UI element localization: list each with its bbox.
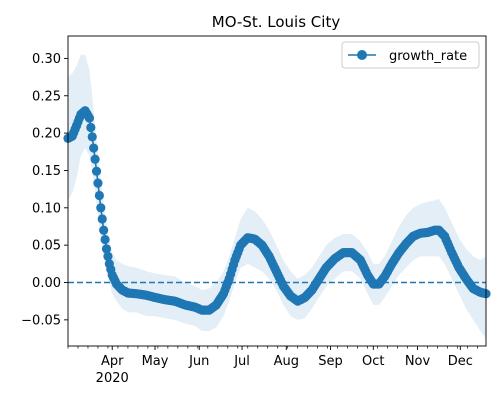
plot-frame [67, 35, 487, 347]
y-tick-label: 0.10 [32, 201, 61, 216]
y-tick-label: −0.05 [21, 313, 61, 328]
growth-rate-point [93, 178, 103, 188]
legend: growth_rate [341, 41, 480, 69]
x-tick-label: Oct [362, 354, 384, 369]
y-tick-label: 0.15 [32, 164, 61, 179]
x-tick-label: Jun [188, 354, 209, 369]
series-layer [63, 106, 491, 315]
growth-rate-point [86, 122, 96, 133]
x-tick-label: Aug [274, 354, 299, 369]
confidence-band-layer [68, 54, 486, 339]
x-tick-label: Sep [318, 354, 343, 369]
y-tick-label: 0.25 [32, 89, 61, 104]
x-tick-label: Dec [448, 354, 473, 369]
x-tick-label: Nov [405, 354, 431, 369]
y-tick-label: 0.30 [32, 52, 61, 67]
y-tick-label: 0.20 [32, 127, 61, 142]
legend-label: growth_rate [389, 49, 467, 64]
growth-rate-point [103, 251, 113, 261]
x-tick-label: Apr [101, 354, 124, 369]
y-tick-label: 0.05 [32, 239, 61, 254]
growth-rate-point [97, 214, 107, 224]
growth-rate-point [89, 143, 99, 153]
x-tick-label: May [142, 354, 169, 369]
growth-rate-point [99, 225, 109, 235]
growth-rate-point [84, 113, 94, 123]
y-tick-label: 0.00 [32, 276, 61, 291]
confidence-band [68, 54, 486, 339]
growth-rate-point [90, 154, 100, 164]
x-tick-label: Jul [233, 354, 250, 369]
legend-box [341, 41, 480, 69]
legend-marker [357, 50, 367, 60]
y-axis: −0.05 0.00 0.05 0.10 0.15 0.20 0.25 0.30 [21, 52, 68, 328]
growth-rate-point [94, 190, 104, 201]
growth-rate-point [101, 244, 112, 254]
x-tick-year-label: 2020 [96, 371, 129, 386]
growth-rate-point [96, 203, 106, 213]
growth-rate-point [91, 166, 102, 176]
growth-rate-point [87, 132, 97, 142]
growth-rate-point [100, 234, 110, 245]
chart-title: MO-St. Louis City [212, 13, 341, 31]
x-axis: Apr 2020 May Jun Jul Aug Sep Oct Nov Dec [67, 346, 478, 386]
